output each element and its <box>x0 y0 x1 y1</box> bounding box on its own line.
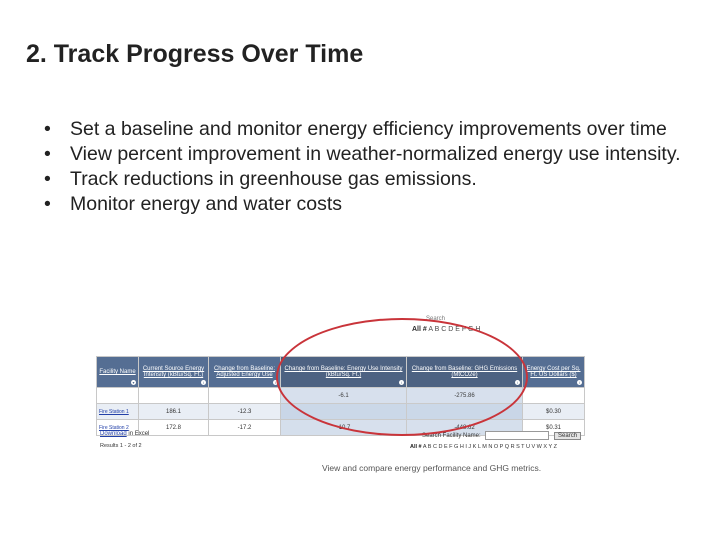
cell-source-eui <box>138 387 209 404</box>
cell-adjusted-energy: -17.2 <box>208 419 281 436</box>
cell-adjusted-energy <box>208 387 281 404</box>
col-header-facility[interactable]: Facility Name ▾ <box>96 356 139 388</box>
search-facility-input[interactable] <box>485 431 550 440</box>
cell-energy-cost <box>522 387 585 404</box>
alpha-all-bottom[interactable]: All # <box>410 444 422 450</box>
download-link[interactable]: Download <box>100 431 127 437</box>
results-count: Results 1 - 2 of 2 <box>100 443 142 449</box>
info-icon[interactable]: i <box>273 380 278 385</box>
bullet-item: View percent improvement in weather-norm… <box>44 142 694 167</box>
cell-energy-cost: $0.30 <box>522 403 585 420</box>
highlight-ellipse <box>276 318 528 436</box>
bullet-item: Set a baseline and monitor energy effici… <box>44 117 694 142</box>
screenshot-caption: View and compare energy performance and … <box>322 463 542 473</box>
alphabet-filter-bottom: All # A B C D E F G H I J K L M N O P Q … <box>410 444 557 450</box>
info-icon[interactable]: i <box>577 380 582 385</box>
col-header-source-eui[interactable]: Current Source Energy Intensity (kBtu/Sq… <box>138 356 209 388</box>
slide-title: 2. Track Progress Over Time <box>26 40 364 68</box>
cell-facility[interactable] <box>96 387 139 404</box>
cell-source-eui: 186.1 <box>138 403 209 420</box>
cell-adjusted-energy: -12.3 <box>208 403 281 420</box>
sort-icon[interactable]: ▾ <box>131 380 136 385</box>
search-facility: Search Facility Name: Search <box>422 431 582 440</box>
alpha-letters-bottom[interactable]: A B C D E F G H I J K L M N O P Q R S T … <box>422 444 557 450</box>
embedded-screenshot: Search All # A B C D E F G H Facility Na… <box>96 312 596 460</box>
cell-source-eui: 172.8 <box>138 419 209 436</box>
bullet-list: Set a baseline and monitor energy effici… <box>44 117 694 217</box>
download-excel: Download in Excel <box>100 431 149 437</box>
search-button[interactable]: Search <box>554 431 582 440</box>
col-header-adjusted-energy[interactable]: Change from Baseline: Adjusted Energy Us… <box>208 356 281 388</box>
bullet-item: Monitor energy and water costs <box>44 192 694 217</box>
col-header-energy-cost[interactable]: Energy Cost per Sq. Ft. US Dollars ($) i <box>522 356 585 388</box>
cell-facility[interactable]: Fire Station 1 <box>96 403 139 420</box>
bullet-item: Track reductions in greenhouse gas emiss… <box>44 167 694 192</box>
search-facility-label: Search Facility Name: <box>422 433 481 440</box>
download-suffix: in Excel <box>128 431 150 437</box>
search-label-top: Search <box>426 316 446 322</box>
info-icon[interactable]: i <box>201 380 206 385</box>
